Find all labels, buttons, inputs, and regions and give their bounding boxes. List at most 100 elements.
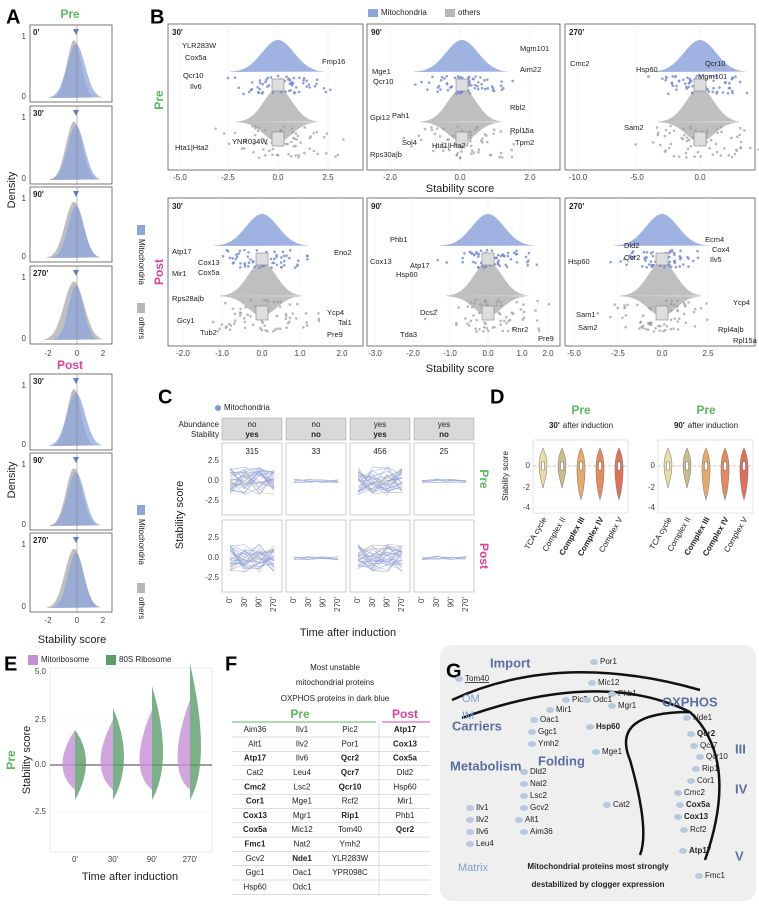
point (668, 251, 671, 255)
trace (229, 468, 275, 489)
row-label: Pre (477, 469, 491, 489)
table-cell: Rcf2 (342, 797, 359, 806)
density (49, 44, 103, 98)
boxplot (255, 252, 269, 266)
point (473, 86, 477, 90)
point (712, 86, 715, 90)
density (50, 125, 102, 180)
point (685, 156, 688, 159)
point (243, 317, 246, 320)
point (667, 146, 671, 150)
density (230, 40, 326, 72)
boxplot (617, 461, 621, 471)
caption: Mitochondrial proteins most strongly (527, 862, 669, 871)
point (297, 155, 300, 159)
x-tick-label: 0 (75, 616, 80, 625)
half-violin (152, 686, 163, 800)
point (224, 326, 228, 329)
trace (293, 558, 339, 561)
table-cell: Gcv2 (246, 854, 265, 863)
point (414, 83, 417, 86)
point (672, 327, 675, 330)
panel-letter: E (4, 653, 17, 675)
point (492, 128, 496, 132)
point (456, 75, 460, 78)
point (244, 140, 247, 143)
y-tick-label: 0 (651, 461, 656, 470)
point (283, 259, 286, 263)
point (687, 82, 691, 85)
point (501, 329, 505, 333)
protein-shape (515, 817, 523, 823)
point (647, 306, 651, 310)
point (305, 85, 309, 88)
point (719, 126, 723, 129)
table-cell: Mic12 (291, 825, 313, 834)
point (295, 264, 299, 268)
point (480, 82, 483, 86)
point (506, 251, 510, 255)
time-label: 0' (33, 28, 39, 37)
point (730, 136, 733, 140)
time-label: 30' (172, 28, 183, 37)
point (673, 251, 676, 255)
point (477, 80, 480, 84)
point (673, 317, 677, 320)
point (235, 253, 238, 256)
point (497, 311, 501, 315)
protein-label: Nde1 (693, 713, 713, 722)
strip (285, 417, 347, 441)
protein-label: Qcr2 (697, 729, 716, 738)
facet (285, 519, 347, 593)
point (464, 317, 467, 320)
table-cell: Cox5a (243, 825, 268, 834)
point (459, 75, 462, 79)
point (644, 259, 647, 262)
point (233, 322, 236, 325)
table-cell: Cox5a (393, 754, 418, 763)
x-tick-label: 30' (304, 597, 313, 608)
boxplot (666, 461, 670, 471)
point (481, 137, 484, 141)
gene-label: Hsp60 (636, 65, 658, 74)
point (237, 252, 241, 255)
row-label: Post (477, 543, 491, 569)
point (690, 91, 694, 94)
protein-shape (608, 691, 616, 697)
protein-label: Mir1 (556, 705, 572, 714)
point (708, 146, 711, 150)
point (284, 90, 287, 93)
point (308, 147, 311, 150)
table-cell: Cox13 (243, 811, 268, 820)
point (260, 328, 264, 332)
point (249, 258, 252, 261)
x-tick-label: 2.5 (322, 173, 334, 182)
gene-label: Dld2 (624, 241, 639, 250)
point (668, 255, 671, 259)
boxplot (481, 252, 495, 266)
point (684, 151, 688, 155)
point (249, 299, 253, 302)
point (664, 75, 668, 79)
point (499, 300, 502, 304)
point (706, 131, 709, 134)
point (251, 323, 255, 327)
x-tick-label: 2.5 (702, 349, 714, 358)
point (469, 319, 473, 323)
point (673, 259, 676, 263)
point (302, 79, 305, 82)
point (686, 76, 689, 79)
point (472, 314, 475, 317)
point (669, 318, 673, 322)
point (315, 78, 319, 82)
median-marker (73, 270, 79, 276)
point (681, 263, 685, 266)
protein-label: Cox13 (684, 812, 709, 821)
x-tick-label: -2 (44, 616, 52, 625)
density (50, 472, 102, 526)
point (304, 312, 308, 315)
point (469, 136, 473, 140)
point (256, 85, 259, 89)
point (648, 321, 652, 325)
point (258, 266, 261, 270)
